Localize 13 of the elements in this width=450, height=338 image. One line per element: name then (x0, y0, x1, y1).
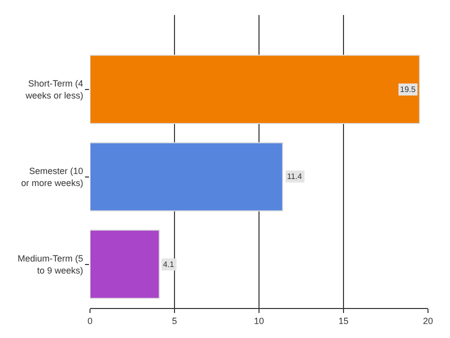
y-tick-label: Short-Term (4 weeks or less) (24, 78, 84, 100)
data-label: 4.1 (163, 260, 175, 269)
x-tick-label: 5 (172, 316, 178, 326)
y-tick-label: Medium-Term (5 to 9 weeks) (18, 254, 84, 276)
y-tick-label: Semester (10 or more weeks) (21, 166, 84, 188)
x-tick-label: 0 (87, 316, 93, 326)
x-tick-label: 10 (254, 316, 264, 326)
data-label: 11.4 (287, 172, 303, 181)
bar (90, 54, 420, 124)
x-tick-label: 20 (422, 316, 434, 326)
bar (90, 142, 284, 212)
data-label: 19.5 (400, 85, 416, 94)
x-tick-label: 15 (338, 316, 349, 326)
